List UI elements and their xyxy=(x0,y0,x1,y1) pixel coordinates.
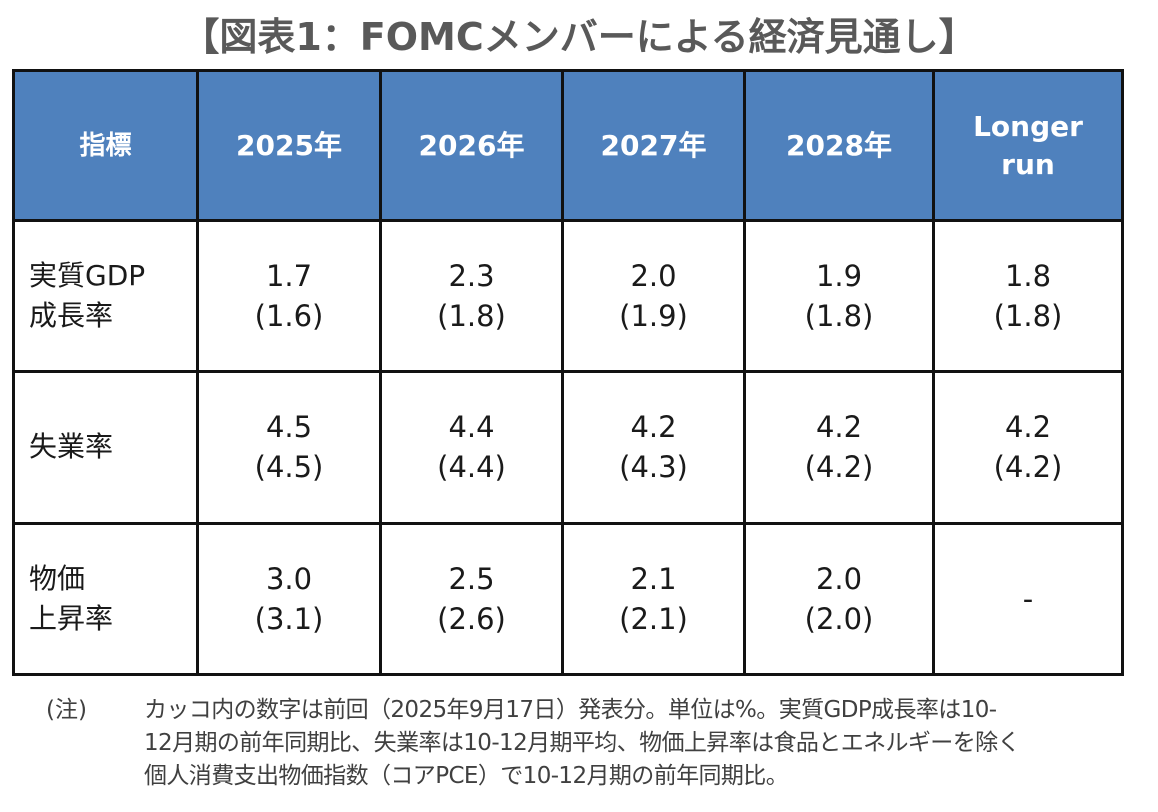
header-longer-run: Longer run xyxy=(932,69,1124,222)
table-cell: - xyxy=(932,521,1124,677)
header-2027: 2027年 xyxy=(561,69,746,222)
row-label-unemployment: 失業率 xyxy=(12,370,199,525)
table-cell: 4.2 (4.2) xyxy=(743,370,935,525)
cell-value: - xyxy=(1022,581,1034,616)
row-label-line: 物価 xyxy=(29,561,86,595)
header-2025: 2025年 xyxy=(196,69,382,222)
table-header-row: 指標 2025年 2026年 2027年 2028年 Longer run xyxy=(12,69,1124,222)
header-2028: 2028年 xyxy=(743,69,935,222)
cell-value: 4.2 xyxy=(1004,410,1052,445)
cell-previous-value: (2.1) xyxy=(619,601,688,636)
cell-previous-value: (1.8) xyxy=(437,299,506,334)
page-title: 【図表1：FOMCメンバーによる経済見通し】 xyxy=(181,15,977,59)
table-row: 実質GDP 成長率 1.7 (1.6) 2.3 (1.8) 2.0 (1.9) 1.9… xyxy=(12,218,1124,374)
cell-previous-value: (1.8) xyxy=(804,299,874,334)
cell-value: 2.0 xyxy=(815,561,863,596)
header-longer-run-label: Longer run xyxy=(973,109,1083,181)
table-cell: 2.5 (2.6) xyxy=(379,521,564,677)
table-row: 物価 上昇率 3.0 (3.1) 2.5 (2.6) 2.1 (2.1) 2.0 (2.… xyxy=(12,521,1124,677)
table-cell: 2.0 (1.9) xyxy=(561,218,746,374)
table-cell: 4.2 (4.2) xyxy=(932,370,1124,525)
cell-previous-value: (4.5) xyxy=(254,450,324,485)
cell-previous-value: (2.6) xyxy=(437,601,506,636)
table-cell: 1.8 (1.8) xyxy=(932,218,1124,374)
cell-value: 1.7 xyxy=(265,259,313,294)
footnote-text: カッコ内の数字は前回（2025年9月17日）発表分。単位は%。実質GDP成長率は… xyxy=(144,694,1149,793)
cell-value: 2.3 xyxy=(448,259,495,294)
cell-previous-value: (1.8) xyxy=(993,299,1063,334)
cell-value: 1.8 xyxy=(1004,259,1052,294)
table-cell: 1.9 (1.8) xyxy=(743,218,935,374)
cell-value: 4.4 xyxy=(448,410,495,445)
cell-previous-value: (4.4) xyxy=(437,450,506,485)
cell-value: 4.2 xyxy=(815,410,863,445)
row-label-line: 成長率 xyxy=(29,299,114,333)
cell-value: 4.5 xyxy=(265,410,313,445)
footnote-line: カッコ内の数字は前回（2025年9月17日）発表分。単位は%。実質GDP成長率は… xyxy=(144,697,997,723)
row-label-line: 失業率 xyxy=(29,430,114,464)
cell-previous-value: (1.6) xyxy=(254,299,324,334)
cell-value: 2.0 xyxy=(630,259,677,294)
header-2026: 2026年 xyxy=(379,69,564,222)
cell-previous-value: (3.1) xyxy=(254,601,324,636)
row-label-gdp: 実質GDP 成長率 xyxy=(12,218,199,374)
footnote-label: (注) xyxy=(46,697,87,723)
cell-previous-value: (4.3) xyxy=(619,450,688,485)
footnote-line: 個人消費支出物価指数（コアPCE）で10-12月期の前年同期比。 xyxy=(144,763,789,789)
cell-value: 2.5 xyxy=(448,561,495,596)
table-cell: 4.5 (4.5) xyxy=(196,370,382,525)
table-row: 失業率 4.5 (4.5) 4.4 (4.4) 4.2 (4.3) 4.2 (4.2) … xyxy=(12,370,1124,525)
cell-previous-value: (1.9) xyxy=(619,299,688,334)
footnote-line: 12月期の前年同期比、失業率は10-12月期平均、物価上昇率は食品とエネルギーを… xyxy=(144,730,1021,756)
header-indicator: 指標 xyxy=(12,69,199,222)
forecast-table: 指標 2025年 2026年 2027年 2028年 Longer run 実質… xyxy=(12,69,1124,677)
row-label-inflation: 物価 上昇率 xyxy=(12,521,199,677)
table-cell: 4.2 (4.3) xyxy=(561,370,746,525)
row-label-line: 上昇率 xyxy=(29,601,114,635)
table-cell: 1.7 (1.6) xyxy=(196,218,382,374)
cell-previous-value: (2.0) xyxy=(804,601,874,636)
cell-previous-value: (4.2) xyxy=(804,450,874,485)
cell-value: 2.1 xyxy=(630,561,677,596)
cell-value: 3.0 xyxy=(265,561,313,596)
table-cell: 3.0 (3.1) xyxy=(196,521,382,677)
table-cell: 2.1 (2.1) xyxy=(561,521,746,677)
table-cell: 2.3 (1.8) xyxy=(379,218,564,374)
cell-value: 4.2 xyxy=(630,410,677,445)
cell-value: 1.9 xyxy=(815,259,863,294)
table-cell: 2.0 (2.0) xyxy=(743,521,935,677)
table-cell: 4.4 (4.4) xyxy=(379,370,564,525)
cell-previous-value: (4.2) xyxy=(993,450,1063,485)
row-label-line: 実質GDP xyxy=(29,259,146,293)
